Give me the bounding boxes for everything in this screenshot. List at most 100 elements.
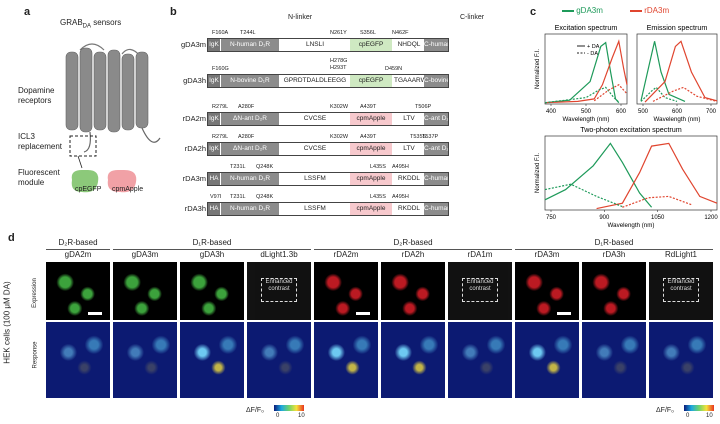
series-line-rDA3m-minus: [593, 84, 628, 102]
construct-row: gDA3h IgK N-bovine D₁R GPRDTDALDLEEGG cpEGFP…: [170, 74, 449, 88]
group-divider: [314, 249, 512, 250]
construct-row: rDA3m HA N-human D₁R LSSFM cpmApple RKDDL C-hu…: [170, 172, 449, 186]
mutation-label: A439T: [360, 104, 377, 110]
response-image: [180, 322, 244, 398]
cpEGFP-blob: [71, 170, 99, 193]
plot-frame: [544, 135, 718, 211]
construct-row: rDA2h IgK ΔN-ant D₂R CVCSE cpmApple LTV C-ant …: [170, 142, 449, 156]
column-label: rDA1m: [467, 250, 493, 259]
mutation-label: R279L: [212, 134, 229, 140]
segment-tag: HA: [208, 173, 220, 185]
segment-n-term: ΔN-ant D₂R: [221, 113, 279, 125]
expression-image: [515, 262, 579, 320]
scale-max-right: 10: [706, 413, 713, 419]
construct-row: gDA3m IgK N-human D₁R LNSLI cpEGFP NHDQL C-hum…: [170, 38, 449, 52]
mutation-label: T537P: [422, 134, 439, 140]
icl3-label: ICL3 replacement: [18, 132, 63, 151]
mutation-label: N261Y: [330, 30, 347, 36]
column-label: gDA2m: [64, 250, 92, 259]
row-label-response: Response: [32, 341, 39, 369]
segment-tag: IgK: [208, 39, 220, 51]
expression-image: [46, 262, 110, 320]
scale-label-left: ΔF/F₀: [246, 407, 265, 414]
group-label: D₂R-based: [393, 238, 433, 247]
x-tick-label: 1050: [651, 215, 665, 221]
response-image: [314, 322, 378, 398]
column-label: rDA3h: [602, 250, 626, 259]
segment-module: cpmApple: [350, 113, 392, 125]
x-tick-label: 900: [599, 215, 610, 221]
mutation-label: T244L: [240, 30, 256, 36]
response-image: [247, 322, 311, 398]
segment-c-term: C-ant D₂R: [424, 143, 448, 155]
header-clinker: C-linker: [460, 14, 485, 21]
enhanced-contrast-box: Enhanced contrast: [261, 278, 297, 302]
module-label: Fluorescent module: [18, 168, 60, 187]
mutation-label: N462F: [392, 30, 409, 36]
group-divider: [515, 249, 713, 250]
x-axis-label: Wavelength (nm): [608, 222, 655, 229]
series-line-gDA3m: [544, 41, 620, 104]
panel-b-label: b: [170, 6, 177, 18]
segment-clinker: LTV: [403, 115, 415, 122]
expression-image: [314, 262, 378, 320]
y-group-label: HEK cells (100 μM DA): [2, 281, 12, 364]
response-image: [649, 322, 713, 398]
segment-tag: IgK: [208, 143, 220, 155]
segment-c-term: C-human D₁R: [424, 203, 448, 215]
mutation-label: D459N: [385, 66, 403, 72]
segment-nlinker: LSSFM: [304, 205, 326, 212]
response-image: [113, 322, 177, 398]
series-line-rDA3m-minus: [622, 195, 692, 208]
segment-nlinker: LNSLI: [305, 41, 325, 48]
segment-tag: IgK: [208, 113, 220, 125]
scale-bar: [356, 312, 370, 315]
mutation-label: F160G: [212, 66, 229, 72]
cpmApple-label: cpmApple: [112, 186, 144, 193]
segment-n-term: N-bovine D₁R: [221, 75, 279, 87]
series-line-gDA3m: [640, 41, 686, 102]
segment-c-term: C-human D₁R: [424, 39, 448, 51]
construct-bar: IgK N-bovine D₁R GPRDTDALDLEEGG cpEGFP TGAAA…: [207, 74, 449, 88]
expression-image: [113, 262, 177, 320]
mutation-label: T231L: [230, 194, 246, 200]
mutation-label: L435S: [370, 194, 386, 200]
mutation-label: K302W: [330, 134, 349, 140]
x-tick-label: 500: [581, 109, 592, 115]
expression-image: Enhanced contrast: [247, 262, 311, 320]
response-image: [582, 322, 646, 398]
chart-title: Emission spectrum: [647, 23, 708, 32]
segment-n-term: N-human D₁R: [221, 173, 279, 185]
series-line-gDA3m-minus: [640, 86, 678, 102]
segment-module: cpmApple: [350, 173, 392, 185]
mutation-label: T506P: [415, 104, 432, 110]
header-nlinker: N-linker: [288, 14, 313, 21]
construct-name: rDA2h: [184, 144, 206, 153]
mutation-label: L435S: [370, 164, 386, 170]
legend-gDA3m: gDA3m: [562, 6, 603, 15]
scale-bar: [557, 312, 571, 315]
mutation-label: A280F: [238, 104, 255, 110]
mutation-label: T535S: [410, 134, 427, 140]
y-axis-label: Normalized F.I.: [535, 153, 541, 193]
x-tick-label: 750: [546, 215, 557, 221]
scale-max-left: 10: [298, 413, 305, 419]
segment-module: cpmApple: [350, 203, 392, 215]
segment-c-term: C-human D₁R: [424, 173, 448, 185]
segment-tag: HA: [208, 203, 220, 215]
scale-bar: [88, 312, 102, 315]
enhanced-contrast-box: Enhanced contrast: [663, 278, 699, 302]
construct-name: rDA3h: [184, 204, 206, 213]
construct-row: rDA2m IgK ΔN-ant D₂R CVCSE cpmApple LTV C-ant …: [170, 112, 449, 126]
legend-minus-da: - DA: [587, 51, 598, 57]
construct-name: gDA3m: [180, 40, 206, 49]
x-tick-label: 500: [638, 109, 649, 115]
segment-clinker: NHDQL: [397, 41, 421, 48]
mutation-label: V97I: [210, 194, 222, 200]
segment-clinker: TGAAARW: [394, 77, 424, 84]
group-divider: [46, 249, 110, 250]
cpmApple-blob: [107, 170, 137, 193]
x-tick-label: 700: [706, 109, 717, 115]
column-label: dLight1.3b: [260, 250, 298, 259]
